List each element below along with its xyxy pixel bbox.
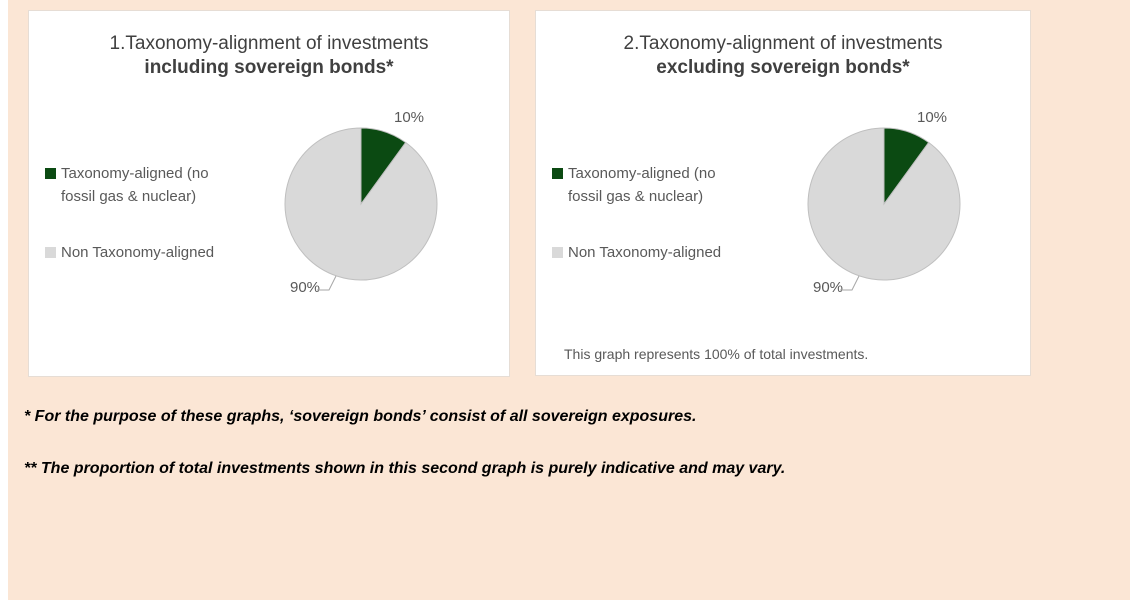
legend-item: Non Taxonomy-aligned [45, 241, 245, 264]
legend-item: Non Taxonomy-aligned [552, 241, 752, 264]
chart-subtitle: excluding sovereign bonds* [656, 57, 910, 78]
leader-line [317, 275, 337, 291]
legend-swatch [45, 247, 56, 258]
legend-label: Non Taxonomy-aligned [61, 244, 215, 261]
chart-panel: 1.Taxonomy-alignment of investments inclu… [28, 10, 510, 377]
data-label: 10% [917, 109, 947, 126]
legend-label: Taxonomy-aligned (no fossil gas & nuclea… [61, 165, 209, 205]
legend-item: Taxonomy-aligned (no fossil gas & nuclea… [45, 162, 245, 208]
data-label: 90% [813, 279, 843, 296]
legend-label: Taxonomy-aligned (no fossil gas & nuclea… [568, 165, 716, 205]
data-label: 10% [394, 109, 424, 126]
legend-item: Taxonomy-aligned (no fossil gas & nuclea… [552, 162, 752, 208]
legend-swatch [552, 168, 563, 179]
chart-title: 1.Taxonomy-alignment of investments [109, 33, 429, 54]
legend-label: Non Taxonomy-aligned [568, 244, 722, 261]
chart-note: This graph represents 100% of total inve… [564, 346, 869, 362]
legend-swatch [552, 247, 563, 258]
footnote: * For the purpose of these graphs, ‘sove… [24, 408, 697, 425]
chart-panel: 2.Taxonomy-alignment of investments exclu… [535, 10, 1031, 376]
chart-title: 2.Taxonomy-alignment of investments [623, 33, 943, 54]
pie-chart: 10% 90% [284, 109, 438, 296]
pie-slice [807, 127, 961, 281]
chart-subtitle: including sovereign bonds* [144, 57, 394, 78]
data-label: 90% [290, 279, 320, 296]
pie-slice [284, 127, 438, 281]
footnote: ** The proportion of total investments s… [24, 460, 786, 477]
pie-chart: 10% 90% [807, 109, 961, 296]
legend-swatch [45, 168, 56, 179]
leader-line [840, 275, 860, 291]
